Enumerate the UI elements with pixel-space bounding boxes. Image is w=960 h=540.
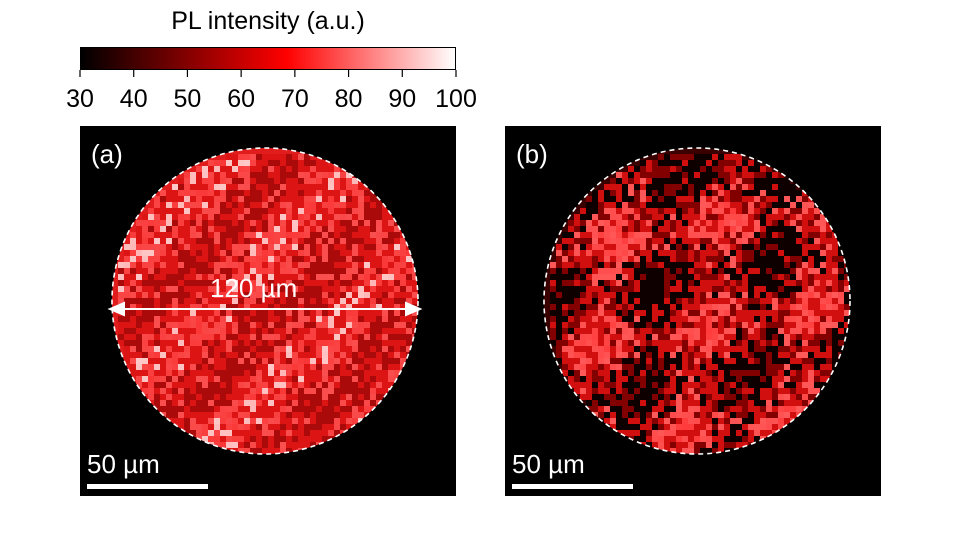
colorbar-tick-label: 90 (388, 85, 417, 113)
colorbar-tick-label: 70 (280, 85, 309, 113)
panel-label-a: (a) (91, 139, 123, 169)
pl-map-texture-a (118, 154, 418, 454)
pl-map-panel-b: (b) 50 µm (505, 126, 881, 496)
diameter-arrow (107, 301, 423, 317)
scale-bar-b (512, 484, 633, 489)
colorbar-title: PL intensity (a.u.) (171, 7, 365, 35)
colorbar-tick-label: 30 (66, 85, 94, 113)
panel-label-b: (b) (516, 139, 548, 169)
pl-map-panel-a: (a) 120 µm 50 µm (80, 126, 456, 496)
scale-bar-label-a: 50 µm (87, 449, 160, 479)
scale-bar-label-b: 50 µm (512, 449, 585, 479)
colorbar-tick-label: 100 (435, 85, 477, 113)
scale-bar-a (87, 484, 208, 489)
colorbar (80, 47, 456, 70)
colorbar-tick-label: 80 (334, 85, 363, 113)
colorbar-tick-label: 50 (173, 85, 202, 113)
sample-boundary-circle-b (543, 147, 851, 455)
colorbar-tick-label: 40 (119, 85, 148, 113)
colorbar-tick-label: 60 (227, 85, 256, 113)
diameter-label: 120 µm (210, 273, 298, 303)
pl-map-texture-b (550, 154, 850, 454)
sample-boundary-circle-a (111, 147, 419, 455)
